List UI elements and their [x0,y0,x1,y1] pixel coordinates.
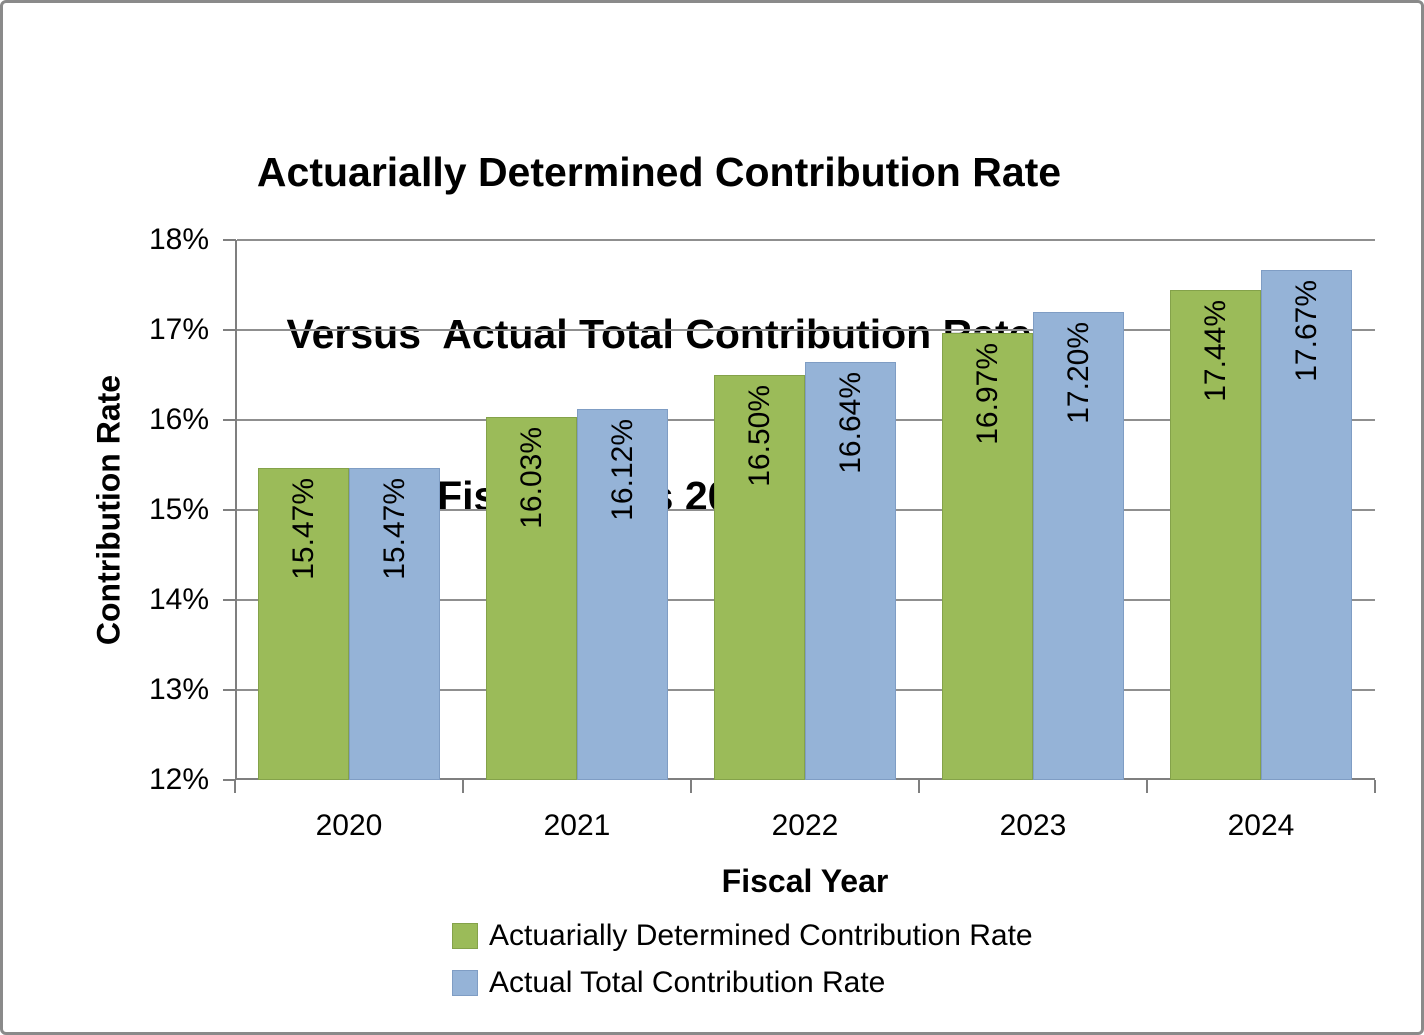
y-axis-tick [223,239,236,241]
bar-2021-series2 [577,409,668,780]
bar-value-label: 17.67% [1261,280,1352,780]
bar-value-label: 15.47% [258,478,349,780]
bar-value-label: 16.97% [942,343,1033,780]
y-axis-tick [223,779,236,781]
y-axis-tick-label: 14% [148,583,209,616]
bar-value-label: 17.44% [1170,300,1261,780]
legend-item-label: Actuarially Determined Contribution Rate [489,919,1033,952]
bar-2024-series1 [1170,290,1261,780]
bar-2022-series1 [714,375,805,780]
x-axis-tick [918,780,920,793]
y-axis-tick-label: 12% [148,763,209,796]
y-axis-tick-label: 15% [148,493,209,526]
bar-2021-series1 [486,417,577,780]
y-axis-tick [223,689,236,691]
legend-swatch-icon [452,923,478,949]
bar-value-label: 15.47% [349,478,440,780]
bar-2020-series1 [258,467,349,780]
legend-swatch-icon [452,970,478,996]
gridline [237,329,1375,331]
bar-2020-series2 [349,467,440,780]
bar-value-text: 15.47% [286,477,320,580]
bar-value-text: 17.44% [1198,300,1232,403]
legend-item-series2: Actual Total Contribution Rate [452,966,1033,1000]
bar-value-text: 16.64% [833,372,867,475]
x-axis-tick [690,780,692,793]
y-axis-tick-label: 16% [148,403,209,436]
y-axis-tick-label: 13% [148,673,209,706]
bar-2023-series1 [942,332,1033,780]
x-axis-category-label: 2024 [1227,809,1295,842]
x-axis-tick [234,780,236,793]
x-axis-title: Fiscal Year [721,863,889,899]
bar-value-text: 17.67% [1289,279,1323,382]
legend-item-series1: Actuarially Determined Contribution Rate [452,919,1033,953]
bar-2024-series2 [1261,269,1352,780]
x-axis-category-label: 2023 [999,809,1067,842]
bar-value-text: 16.97% [970,342,1004,445]
chart-title-line1: Actuarially Determined Contribution Rate [256,149,1062,195]
bar-value-label: 16.50% [714,385,805,780]
legend-item-label: Actual Total Contribution Rate [489,966,886,999]
x-axis-tick [1146,780,1148,793]
bar-2022-series2 [805,362,896,780]
y-axis-tick [223,329,236,331]
x-axis-tick [1374,780,1376,793]
legend: Actuarially Determined Contribution Rate… [452,919,1033,1000]
bar-value-label: 16.12% [577,419,668,780]
x-axis-category-label: 2021 [543,809,611,842]
y-axis-tick-label: 17% [148,313,209,346]
bar-value-label: 16.64% [805,372,896,780]
y-axis-tick [223,599,236,601]
bar-value-text: 16.12% [605,419,639,521]
y-axis-tick-label: 18% [148,223,209,256]
x-axis-tick [462,780,464,793]
bar-value-text: 15.47% [377,477,411,580]
y-axis-tick [223,419,236,421]
x-axis-category-label: 2020 [315,809,383,842]
bar-value-text: 16.50% [742,385,776,487]
y-axis-tick [223,509,236,511]
bar-value-text: 17.20% [1061,322,1095,424]
gridline [237,239,1375,241]
bar-value-label: 16.03% [486,427,577,780]
bar-2023-series2 [1033,312,1124,780]
bar-value-text: 16.03% [514,427,548,530]
x-axis-category-label: 2022 [771,809,839,842]
bar-value-label: 17.20% [1033,322,1124,780]
